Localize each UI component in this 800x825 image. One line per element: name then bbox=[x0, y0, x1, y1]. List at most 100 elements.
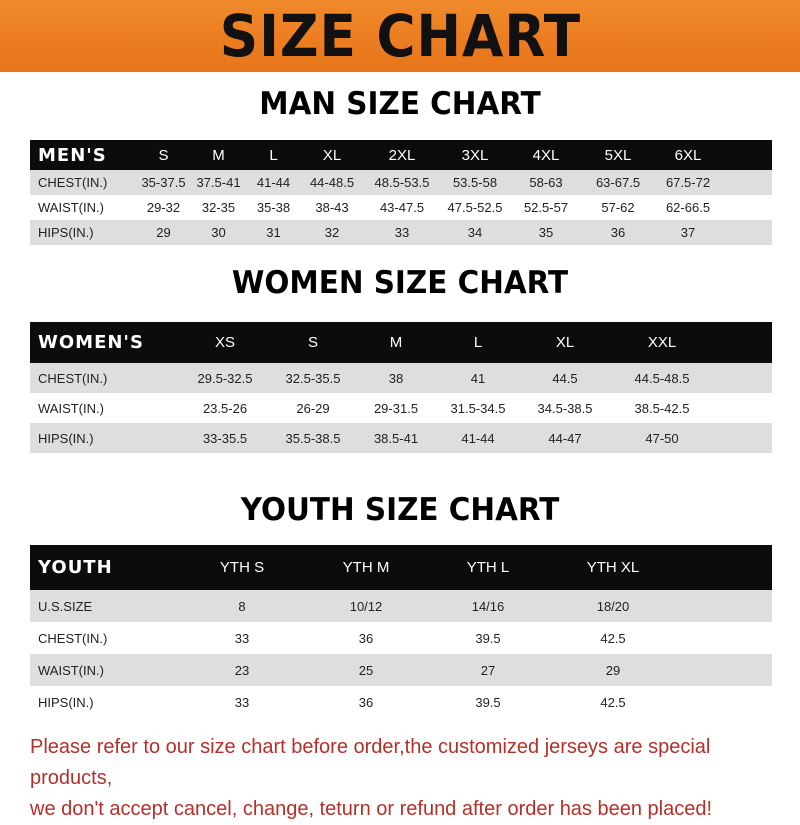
table-cell: 29-31.5 bbox=[373, 400, 419, 416]
table-cell: 41-44 bbox=[246, 170, 301, 195]
youth-chart-title: YOUTH SIZE CHART bbox=[240, 492, 560, 528]
size-column-header: XXL bbox=[610, 322, 714, 363]
women-header-row: WOMEN'S XS S M L XL XXL bbox=[30, 322, 772, 363]
table-cell: 38.5-42.5 bbox=[634, 400, 690, 416]
table-cell: 36 bbox=[358, 694, 374, 710]
disclaimer-line-1: Please refer to our size chart before or… bbox=[30, 736, 711, 789]
table-cell: 42.5 bbox=[600, 630, 626, 646]
table-cell: 31.5-34.5 bbox=[450, 400, 506, 416]
table-cell: 48.5-53.5 bbox=[363, 170, 441, 195]
table-cell: 32-35 bbox=[201, 200, 236, 215]
table-cell: 38.5-41 bbox=[356, 423, 436, 453]
table-row: HIPS(IN.) 33 36 39.5 42.5 bbox=[30, 686, 772, 718]
size-column-header: S bbox=[136, 140, 191, 170]
women-size-table: WOMEN'S XS S M L XL XXL CHEST(IN.) 29.5-32.5 32.5… bbox=[30, 322, 772, 453]
row-label: HIPS(IN.) bbox=[38, 694, 94, 710]
men-header-label: MEN'S bbox=[30, 140, 136, 170]
table-cell: 39.5 bbox=[475, 694, 501, 710]
table-cell: 18/20 bbox=[548, 590, 678, 622]
size-column-header: S bbox=[270, 322, 356, 363]
table-cell: 23 bbox=[180, 654, 304, 686]
table-cell: 33-35.5 bbox=[180, 423, 270, 453]
size-column-header: YTH L bbox=[428, 545, 548, 590]
table-cell: 58-63 bbox=[509, 170, 583, 195]
size-column-header: L bbox=[436, 322, 520, 363]
disclaimer-note: Please refer to our size chart before or… bbox=[30, 732, 790, 825]
table-cell: 35-37.5 bbox=[136, 170, 191, 195]
table-cell: 33 bbox=[234, 694, 250, 710]
table-cell: 8 bbox=[180, 590, 304, 622]
table-cell: 53.5-58 bbox=[441, 170, 509, 195]
size-column-header: 4XL bbox=[509, 140, 583, 170]
table-cell: 35.5-38.5 bbox=[270, 423, 356, 453]
table-cell: 41 bbox=[436, 363, 520, 393]
table-row: CHEST(IN.) 35-37.5 37.5-41 41-44 44-48.5 48.5… bbox=[30, 170, 772, 195]
table-cell: 29 bbox=[136, 220, 191, 245]
table-cell: 34 bbox=[441, 220, 509, 245]
size-column-header: L bbox=[246, 140, 301, 170]
table-row: HIPS(IN.) 29 30 31 32 33 34 35 36 37 bbox=[30, 220, 772, 245]
table-cell: 33 bbox=[363, 220, 441, 245]
table-cell: 34.5-38.5 bbox=[537, 400, 593, 416]
row-label: U.S.SIZE bbox=[30, 590, 180, 622]
table-cell: 29-32 bbox=[146, 200, 181, 215]
table-cell: 10/12 bbox=[304, 590, 428, 622]
table-cell: 33 bbox=[234, 630, 250, 646]
table-cell: 26-29 bbox=[296, 400, 330, 416]
table-cell: 43-47.5 bbox=[379, 200, 425, 215]
table-row: U.S.SIZE 8 10/12 14/16 18/20 bbox=[30, 590, 772, 622]
table-cell: 39.5 bbox=[475, 630, 501, 646]
table-cell: 47-50 bbox=[610, 423, 714, 453]
banner: SIZE CHART bbox=[0, 0, 800, 72]
size-column-header: XL bbox=[520, 322, 610, 363]
size-column-header: 3XL bbox=[441, 140, 509, 170]
row-label: WAIST(IN.) bbox=[38, 400, 104, 416]
size-column-header: 2XL bbox=[363, 140, 441, 170]
table-cell: 23.5-26 bbox=[202, 400, 248, 416]
row-label: CHEST(IN.) bbox=[38, 630, 108, 646]
youth-size-table: YOUTH YTH S YTH M YTH L YTH XL U.S.SIZE 8 10/12… bbox=[30, 545, 772, 718]
table-cell: 41-44 bbox=[436, 423, 520, 453]
table-cell: 36 bbox=[358, 630, 374, 646]
table-cell: 63-67.5 bbox=[583, 170, 653, 195]
table-cell: 38 bbox=[356, 363, 436, 393]
row-label: WAIST(IN.) bbox=[38, 200, 104, 215]
disclaimer-line-2: we don't accept cancel, change, teturn o… bbox=[30, 798, 713, 820]
table-cell: 52.5-57 bbox=[523, 200, 569, 215]
table-cell: 14/16 bbox=[428, 590, 548, 622]
women-chart-title: WOMEN SIZE CHART bbox=[231, 265, 569, 301]
size-column-header: 6XL bbox=[653, 140, 723, 170]
table-cell: 32.5-35.5 bbox=[270, 363, 356, 393]
banner-title: SIZE CHART bbox=[219, 2, 581, 70]
size-column-header: YTH M bbox=[304, 545, 428, 590]
table-row: WAIST(IN.) 23.5-26 26-29 29-31.5 31.5-34.5 34… bbox=[30, 393, 772, 423]
table-row: CHEST(IN.) 29.5-32.5 32.5-35.5 38 41 44.5 44.5… bbox=[30, 363, 772, 393]
size-column-header: M bbox=[191, 140, 246, 170]
table-cell: 38-43 bbox=[315, 200, 349, 215]
row-label: CHEST(IN.) bbox=[30, 170, 136, 195]
row-label: HIPS(IN.) bbox=[30, 423, 180, 453]
men-chart-title: MAN SIZE CHART bbox=[259, 86, 541, 122]
table-cell: 32 bbox=[301, 220, 363, 245]
youth-header-row: YOUTH YTH S YTH M YTH L YTH XL bbox=[30, 545, 772, 590]
table-cell: 57-62 bbox=[601, 200, 635, 215]
table-cell: 47.5-52.5 bbox=[447, 200, 503, 215]
table-row: WAIST(IN.) 29-32 32-35 35-38 38-43 43-47.5 47.… bbox=[30, 195, 772, 220]
table-cell: 62-66.5 bbox=[665, 200, 711, 215]
table-cell: 29.5-32.5 bbox=[180, 363, 270, 393]
table-row: WAIST(IN.) 23 25 27 29 bbox=[30, 654, 772, 686]
table-cell: 27 bbox=[428, 654, 548, 686]
table-cell: 36 bbox=[583, 220, 653, 245]
size-column-header: YTH S bbox=[180, 545, 304, 590]
table-cell: 44-48.5 bbox=[301, 170, 363, 195]
table-cell: 30 bbox=[191, 220, 246, 245]
size-column-header: M bbox=[356, 322, 436, 363]
table-cell: 29 bbox=[548, 654, 678, 686]
table-cell: 25 bbox=[304, 654, 428, 686]
table-cell: 42.5 bbox=[600, 694, 626, 710]
size-column-header: XS bbox=[180, 322, 270, 363]
table-cell: 35-38 bbox=[256, 200, 291, 215]
row-label: WAIST(IN.) bbox=[30, 654, 180, 686]
size-column-header: XL bbox=[301, 140, 363, 170]
table-cell: 31 bbox=[246, 220, 301, 245]
